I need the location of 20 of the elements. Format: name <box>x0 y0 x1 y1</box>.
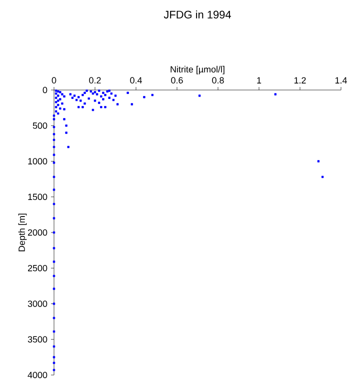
chart-title: JFDG in 1994 <box>164 10 231 19</box>
y-tick-label: 4000 <box>28 372 48 378</box>
y-tick-label: 3000 <box>28 300 48 307</box>
x-tick-label: 1 <box>257 77 262 84</box>
y-tick-label: 0 <box>42 86 48 94</box>
x-tick-label: 0.6 <box>171 77 183 84</box>
x-tick-label: 1.2 <box>294 77 306 84</box>
y-tick-label: 2000 <box>28 229 48 236</box>
y-tick-label: 1000 <box>28 158 48 164</box>
y-tick-label: 3500 <box>28 336 48 343</box>
x-tick-label: 0.4 <box>130 77 142 84</box>
x-tick-label: 0.2 <box>89 77 101 84</box>
x-tick-label: 0 <box>52 77 56 84</box>
y-axis-title: Depth [m] <box>18 214 27 252</box>
y-tick-label: 1500 <box>28 194 48 200</box>
x-axis-title: Nitrite [µmol/l] <box>170 66 224 74</box>
y-tick-label: 2500 <box>28 264 48 272</box>
x-tick-label: 1.4 <box>335 77 347 84</box>
x-tick-label: 0.8 <box>212 77 224 84</box>
y-tick-label: 500 <box>32 122 48 129</box>
